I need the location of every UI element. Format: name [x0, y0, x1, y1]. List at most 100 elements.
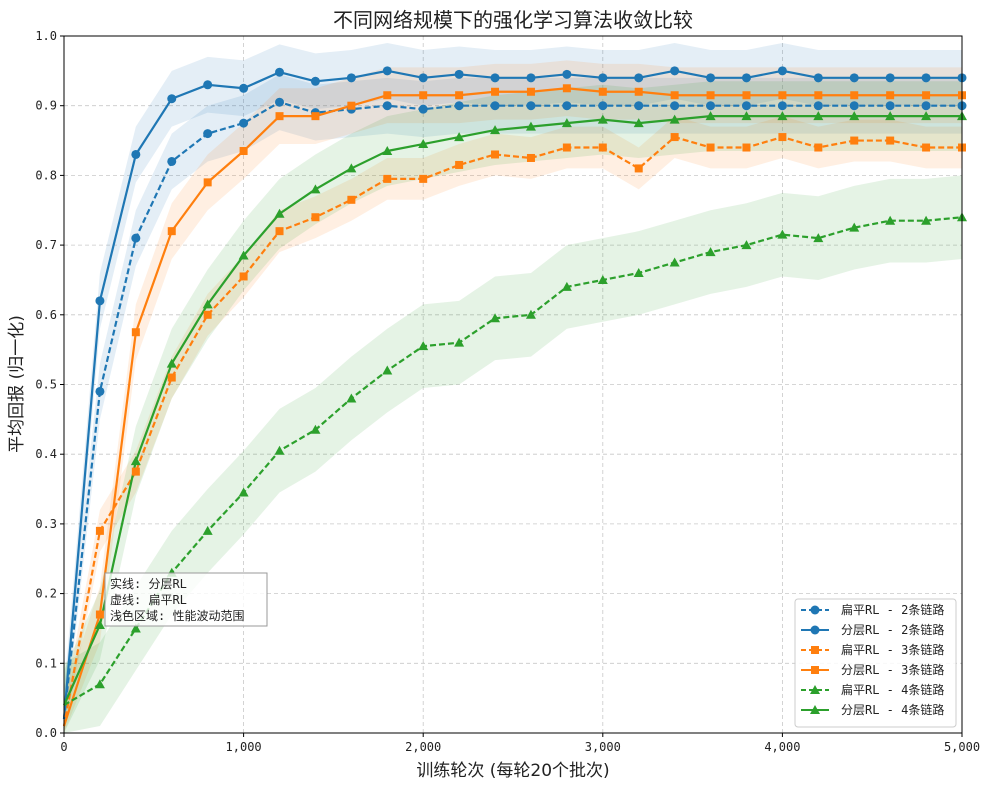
data-point: [777, 101, 787, 111]
data-point: [131, 233, 141, 243]
data-point: [239, 83, 249, 93]
y-tick-label: 0.2: [35, 587, 57, 601]
legend-marker: [810, 625, 820, 635]
annotation-frame: [104, 572, 268, 627]
data-point: [525, 309, 536, 319]
legend-label: 扁平RL - 4条链路: [841, 682, 944, 697]
data-point: [238, 487, 249, 497]
data-point: [741, 73, 751, 83]
data-point: [777, 111, 788, 121]
y-tick-label: 0.8: [35, 168, 57, 182]
data-point: [419, 174, 428, 183]
data-point: [311, 112, 320, 121]
data-point: [814, 143, 823, 152]
data-point: [454, 132, 465, 142]
data-point: [813, 111, 824, 121]
axis-ticks: 0 1,000 2,000 3,000 4,000 5,000 0.0 0.1 0.2 0.3 0.…: [35, 29, 980, 754]
data-point: [382, 365, 393, 375]
data-point: [921, 111, 932, 121]
x-tick-label: 3,000: [585, 740, 621, 754]
variance-bands: [64, 42, 962, 734]
data-point: [669, 257, 680, 267]
data-point: [742, 143, 751, 152]
data-point: [705, 247, 716, 257]
data-point: [670, 101, 680, 111]
data-point: [561, 281, 572, 291]
data-point: [310, 76, 320, 86]
data-point: [777, 66, 787, 76]
data-point: [922, 91, 931, 100]
data-point: [886, 136, 895, 145]
data-point: [706, 91, 715, 100]
data-point: [634, 101, 644, 111]
annotation-line: 实线: 分层RL: [110, 576, 187, 591]
y-tick-label: 0.6: [35, 308, 57, 322]
data-point: [490, 313, 501, 323]
legend-label: 分层RL - 4条链路: [841, 702, 944, 717]
legend-frame: [794, 598, 957, 728]
data-point: [634, 87, 643, 96]
y-tick-label: 0.4: [35, 447, 57, 461]
data-point: [490, 101, 500, 111]
data-point: [382, 66, 392, 76]
data-point: [598, 73, 608, 83]
data-point: [383, 91, 392, 100]
data-point: [94, 619, 105, 629]
data-point: [922, 143, 931, 152]
data-point: [634, 164, 643, 173]
data-point: [849, 101, 859, 111]
data-point: [346, 163, 357, 173]
data-point: [418, 139, 429, 149]
series-line: [62, 101, 962, 720]
data-point: [598, 143, 607, 152]
variance-band: [64, 81, 962, 734]
legend-label: 分层RL - 2条链路: [841, 622, 944, 637]
x-axis-label: 训练轮次 (每轮20个批次): [416, 761, 609, 781]
x-tick-label: 0: [60, 740, 67, 754]
data-point: [669, 114, 680, 124]
data-point: [239, 272, 248, 281]
data-point: [131, 328, 140, 337]
data-point: [814, 91, 823, 100]
data-point: [275, 227, 284, 236]
data-point: [885, 73, 895, 83]
data-point: [167, 373, 176, 382]
data-point: [598, 101, 608, 111]
legend-marker: [811, 666, 819, 674]
data-point: [670, 133, 679, 142]
data-point: [239, 118, 249, 128]
data-point: [95, 386, 105, 396]
data-point: [562, 143, 571, 152]
data-point: [454, 101, 464, 111]
data-point: [705, 111, 716, 121]
data-point: [921, 215, 932, 225]
data-point: [455, 160, 464, 169]
data-point: [526, 73, 536, 83]
data-point: [849, 111, 860, 121]
data-point: [130, 623, 141, 633]
data-point: [275, 67, 285, 77]
annotation-box: 实线: 分层RL 虚线: 扁平RL 浅色区域: 性能波动范围: [104, 572, 268, 627]
data-point: [886, 91, 895, 100]
data-point: [274, 445, 285, 455]
series-lines: [62, 69, 963, 727]
data-point: [310, 184, 321, 194]
y-tick-label: 0.7: [35, 238, 57, 252]
data-point: [885, 215, 896, 225]
data-point: [418, 104, 428, 114]
y-tick-label: 0.3: [35, 517, 57, 531]
data-point: [94, 679, 105, 689]
data-point: [526, 87, 535, 96]
data-point: [562, 69, 572, 79]
data-point: [921, 101, 931, 111]
y-tick-label: 0.0: [35, 726, 57, 740]
data-point: [346, 393, 357, 403]
series-line: [63, 216, 963, 707]
data-point: [850, 136, 859, 145]
data-point: [706, 73, 716, 83]
data-point: [274, 208, 285, 218]
series-line: [62, 69, 962, 720]
data-point: [238, 250, 249, 260]
y-tick-label: 0.1: [35, 656, 57, 670]
data-point: [275, 97, 285, 107]
